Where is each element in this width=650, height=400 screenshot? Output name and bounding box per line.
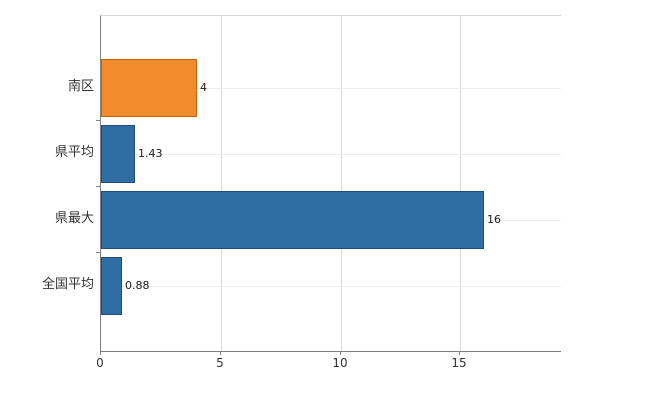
bar-value-label: 1.43 [138,147,163,160]
gridline-vertical [221,16,222,351]
gridline-vertical [460,16,461,351]
x-tick-label: 5 [216,356,224,370]
category-label: 全国平均 [41,277,94,292]
x-tick-label: 0 [96,356,104,370]
bar-value-label: 4 [200,81,207,94]
category-label: 県平均 [54,145,94,160]
bar-value-label: 16 [487,213,501,226]
gridline-vertical [341,16,342,351]
gridline-horizontal [101,154,561,155]
x-tick-label: 15 [451,356,467,370]
y-axis-tick [96,120,100,121]
bar [101,125,135,183]
gridline-horizontal [101,88,561,89]
category-label: 南区 [67,79,94,94]
plot-area [100,15,561,352]
y-axis-tick [96,252,100,253]
x-axis-tick [459,351,460,355]
y-axis-tick [96,186,100,187]
x-axis-tick [220,351,221,355]
category-label: 県最大 [54,211,94,226]
bar [101,257,122,315]
bar-value-label: 0.88 [125,279,150,292]
bar [101,59,197,117]
x-axis-tick [100,351,101,355]
bar [101,191,484,249]
x-tick-label: 10 [332,356,348,370]
x-axis-tick [340,351,341,355]
gridline-horizontal [101,286,561,287]
